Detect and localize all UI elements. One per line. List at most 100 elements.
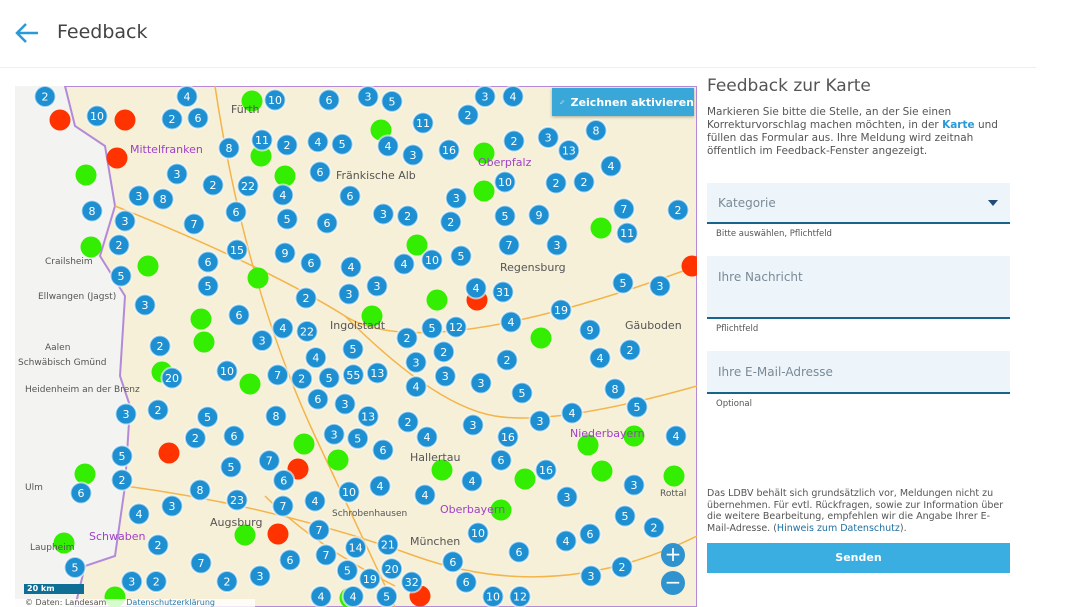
cluster-marker[interactable]: [160, 107, 184, 131]
cluster-marker[interactable]: [584, 119, 608, 142]
cluster-marker[interactable]: [160, 494, 184, 518]
cluster-marker[interactable]: [433, 364, 457, 388]
cluster-marker[interactable]: [227, 303, 251, 327]
cluster-marker[interactable]: [110, 468, 134, 492]
feedback-marker-green[interactable]: [406, 234, 428, 256]
cluster-marker[interactable]: [341, 337, 365, 361]
cluster-marker[interactable]: [250, 128, 274, 152]
email-field[interactable]: Ihre E-Mail-Adresse: [707, 351, 1010, 394]
feedback-marker-green[interactable]: [490, 499, 512, 521]
cluster-marker[interactable]: [473, 86, 497, 108]
cluster-marker[interactable]: [375, 585, 399, 607]
cluster-marker[interactable]: [188, 478, 212, 502]
cluster-marker[interactable]: [420, 316, 444, 340]
feedback-marker-green[interactable]: [274, 165, 296, 187]
cluster-marker[interactable]: [225, 238, 249, 262]
cluster-marker[interactable]: [528, 409, 552, 433]
cluster-marker[interactable]: [306, 387, 330, 411]
cluster-marker[interactable]: [439, 210, 463, 234]
cluster-marker[interactable]: [578, 318, 602, 342]
cluster-marker[interactable]: [572, 170, 596, 194]
cluster-marker[interactable]: [495, 348, 519, 372]
feedback-marker-green[interactable]: [663, 465, 685, 487]
cluster-marker[interactable]: [544, 171, 568, 195]
cluster-marker[interactable]: [335, 558, 359, 582]
cluster-marker[interactable]: [460, 469, 484, 493]
cluster-marker[interactable]: [110, 444, 134, 468]
cluster-marker[interactable]: [294, 286, 318, 310]
cluster-marker[interactable]: [263, 88, 287, 112]
cluster-marker[interactable]: [341, 363, 365, 387]
cluster-marker[interactable]: [404, 350, 428, 374]
cluster-marker[interactable]: [496, 425, 520, 449]
cluster-marker[interactable]: [401, 143, 425, 167]
feedback-marker-green[interactable]: [193, 331, 215, 353]
cluster-marker[interactable]: [266, 363, 290, 387]
cluster-marker[interactable]: [549, 298, 573, 322]
cluster-marker[interactable]: [113, 209, 137, 233]
cluster-marker[interactable]: [664, 424, 688, 448]
cluster-marker[interactable]: [314, 543, 338, 567]
cluster-marker[interactable]: [322, 422, 346, 446]
cluster-marker[interactable]: [189, 551, 213, 575]
feedback-marker-green[interactable]: [426, 289, 448, 311]
cluster-marker[interactable]: [341, 585, 365, 607]
cluster-marker[interactable]: [536, 125, 560, 149]
cluster-marker[interactable]: [219, 455, 243, 479]
cluster-marker[interactable]: [610, 555, 634, 579]
privacy-hint-link[interactable]: Hinweis zum Datenschutz: [776, 522, 900, 534]
feedback-marker-green[interactable]: [327, 449, 349, 471]
feedback-marker-green[interactable]: [514, 468, 536, 490]
draw-activate-button[interactable]: Zeichnen aktivieren: [552, 88, 694, 116]
cluster-marker[interactable]: [527, 203, 551, 227]
cluster-marker[interactable]: [413, 483, 437, 507]
cluster-marker[interactable]: [133, 293, 157, 317]
cluster-marker[interactable]: [317, 366, 341, 390]
map[interactable]: 2 4 10 6 3 5 3 4 10 2 6 11 2 8 8 11 2 4 5 4 3 16 2 3 13 3 6 10 2 2 4 3 8…: [15, 86, 697, 607]
cluster-marker[interactable]: [411, 111, 435, 135]
cluster-marker[interactable]: [127, 184, 151, 208]
feedback-marker-green[interactable]: [80, 236, 102, 258]
cluster-marker[interactable]: [396, 410, 420, 434]
cluster-marker[interactable]: [215, 359, 239, 383]
cluster-marker[interactable]: [395, 326, 419, 350]
cluster-marker[interactable]: [196, 405, 220, 429]
cluster-marker[interactable]: [85, 104, 109, 128]
cluster-marker[interactable]: [491, 280, 515, 304]
cluster-marker[interactable]: [444, 315, 468, 339]
cluster-marker[interactable]: [611, 271, 635, 295]
cluster-marker[interactable]: [642, 516, 666, 539]
cluster-marker[interactable]: [365, 361, 389, 385]
cluster-marker[interactable]: [464, 276, 488, 300]
cluster-marker[interactable]: [469, 371, 493, 395]
cluster-marker[interactable]: [501, 86, 525, 108]
cluster-marker[interactable]: [578, 522, 602, 546]
cluster-marker[interactable]: [69, 481, 93, 505]
cluster-marker[interactable]: [392, 252, 416, 276]
cluster-marker[interactable]: [502, 129, 526, 153]
cluster-marker[interactable]: [217, 136, 241, 160]
feedback-marker-red[interactable]: [114, 109, 136, 131]
feedback-marker-green[interactable]: [53, 532, 75, 554]
cluster-marker[interactable]: [557, 139, 581, 163]
cluster-marker[interactable]: [454, 570, 478, 594]
feedback-marker-green[interactable]: [75, 164, 97, 186]
cluster-marker[interactable]: [555, 485, 579, 509]
cluster-marker[interactable]: [356, 404, 380, 428]
cluster-marker[interactable]: [615, 221, 639, 245]
cluster-marker[interactable]: [560, 401, 584, 425]
cluster-marker[interactable]: [420, 248, 444, 272]
cluster-marker[interactable]: [648, 274, 672, 298]
cluster-marker[interactable]: [273, 241, 297, 265]
cluster-marker[interactable]: [304, 346, 328, 370]
privacy-link[interactable]: Datenschutzerklärung: [126, 599, 215, 607]
feedback-marker-green[interactable]: [74, 463, 96, 485]
cluster-marker[interactable]: [613, 504, 637, 528]
cluster-marker[interactable]: [146, 533, 170, 557]
cluster-marker[interactable]: [400, 570, 424, 594]
cluster-marker[interactable]: [295, 319, 319, 343]
cluster-marker[interactable]: [196, 250, 220, 274]
cluster-marker[interactable]: [160, 366, 184, 390]
cluster-marker[interactable]: [107, 233, 131, 257]
